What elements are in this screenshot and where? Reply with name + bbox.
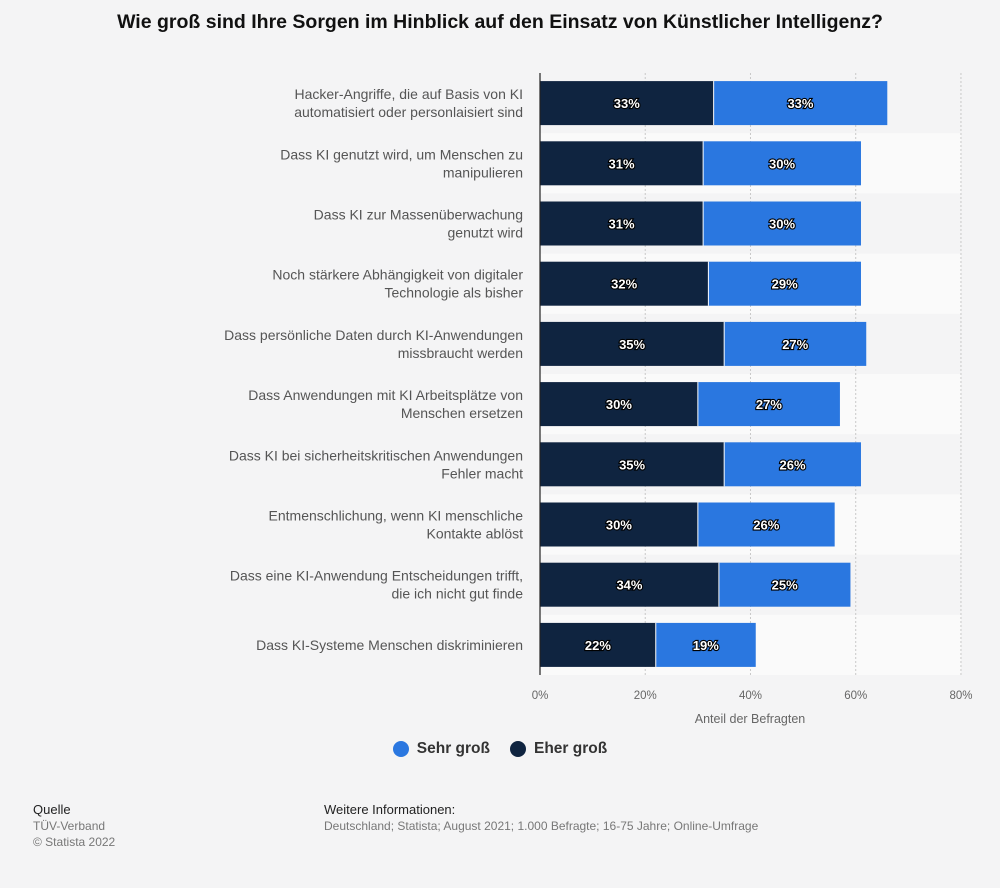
data-label-sehr-gross: 33%	[787, 96, 813, 111]
source-link[interactable]: TÜV-Verband	[33, 819, 106, 833]
info-block: Weitere Informationen: Deutschland; Stat…	[324, 802, 758, 834]
bar-sehr-gross	[724, 442, 861, 487]
bar-eher-gross	[540, 502, 698, 547]
data-label-eher-gross: 34%	[616, 578, 642, 593]
x-axis-title: Anteil der Befragten	[695, 712, 806, 726]
category-label: Dass persönliche Daten durch KI-Anwendun…	[224, 327, 523, 361]
bar-sehr-gross	[697, 502, 835, 547]
bar-eher-gross	[540, 382, 698, 427]
legend-item-sehr-gross[interactable]: Sehr groß	[392, 740, 490, 758]
bar-eher-gross	[540, 81, 714, 126]
data-label-eher-gross: 31%	[609, 156, 635, 171]
data-label-eher-gross: 30%	[606, 518, 632, 533]
copyright-text: © Statista 2022	[33, 835, 116, 849]
bar-eher-gross	[540, 141, 704, 186]
bar-sehr-gross	[724, 321, 867, 366]
legend-dot-eher-gross	[510, 741, 526, 757]
data-label-eher-gross: 35%	[619, 337, 645, 352]
data-label-eher-gross: 22%	[585, 638, 611, 653]
legend-label-eher-gross: Eher groß	[534, 740, 608, 757]
data-label-sehr-gross: 30%	[769, 156, 795, 171]
bar-eher-gross	[540, 442, 725, 487]
x-tick-label: 60%	[844, 690, 867, 702]
stacked-bar-chart: 33% 33% Hacker-Angriffe, die auf Basis von…	[224, 73, 972, 726]
data-label-sehr-gross: 29%	[772, 277, 798, 292]
data-label-sehr-gross: 19%	[693, 638, 719, 653]
bar-sehr-gross	[718, 562, 851, 607]
bar-eher-gross	[540, 321, 725, 366]
bar-eher-gross	[540, 562, 719, 607]
bar-eher-gross	[540, 622, 656, 667]
category-label: Dass KI bei sicherheitskritischen Anwend…	[229, 447, 523, 481]
bar-sehr-gross	[713, 81, 888, 126]
data-label-eher-gross: 32%	[611, 277, 637, 292]
category-label: Dass KI genutzt wird, um Menschen zu mani…	[280, 146, 523, 180]
bar-sehr-gross	[708, 261, 861, 306]
data-label-eher-gross: 31%	[609, 217, 635, 232]
data-label-sehr-gross: 26%	[780, 457, 806, 472]
data-label-sehr-gross: 30%	[769, 217, 795, 232]
category-label: Dass Anwendungen mit KI Arbeitsplätze vo…	[248, 387, 523, 421]
legend-item-eher-gross[interactable]: Eher groß	[510, 740, 607, 758]
category-label: Entmenschlichung, wenn KI menschliche Kon…	[269, 508, 524, 542]
data-label-eher-gross: 33%	[614, 96, 640, 111]
data-label-sehr-gross: 27%	[782, 337, 808, 352]
source-block: Quelle TÜV-Verband © Statista 2022	[33, 802, 115, 850]
info-heading: Weitere Informationen:	[324, 802, 456, 817]
bar-sehr-gross	[703, 141, 861, 186]
data-label-sehr-gross: 26%	[753, 518, 779, 533]
bar-sehr-gross	[655, 622, 756, 667]
category-label: Hacker-Angriffe, die auf Basis von KI aut…	[294, 86, 523, 120]
category-label: Dass KI-Systeme Menschen diskriminieren	[256, 637, 523, 653]
chart-title: Wie groß sind Ihre Sorgen im Hinblick au…	[117, 11, 883, 33]
data-label-eher-gross: 30%	[606, 397, 632, 412]
category-label: Dass eine KI-Anwendung Entscheidungen tr…	[230, 568, 523, 602]
data-label-eher-gross: 35%	[619, 457, 645, 472]
data-label-sehr-gross: 25%	[772, 578, 798, 593]
legend: Sehr groß Eher groß	[0, 740, 1000, 758]
bar-sehr-gross	[697, 382, 840, 427]
category-label: Dass KI zur Massenüberwachung genutzt wir…	[314, 207, 523, 241]
legend-label-sehr-gross: Sehr groß	[416, 740, 490, 757]
x-tick-label: 40%	[739, 690, 762, 702]
info-text: Deutschland; Statista; August 2021; 1.00…	[324, 819, 759, 833]
legend-dot-sehr-gross	[392, 741, 409, 757]
bar-eher-gross	[540, 201, 704, 246]
category-label: Noch stärkere Abhängigkeit von digitaler…	[272, 267, 523, 301]
x-tick-label: 20%	[634, 690, 657, 702]
data-label-sehr-gross: 27%	[756, 397, 782, 412]
bar-eher-gross	[540, 261, 709, 306]
bar-sehr-gross	[703, 201, 861, 246]
x-tick-label: 0%	[532, 690, 549, 702]
source-heading: Quelle	[33, 802, 71, 817]
x-tick-label: 80%	[949, 690, 972, 702]
